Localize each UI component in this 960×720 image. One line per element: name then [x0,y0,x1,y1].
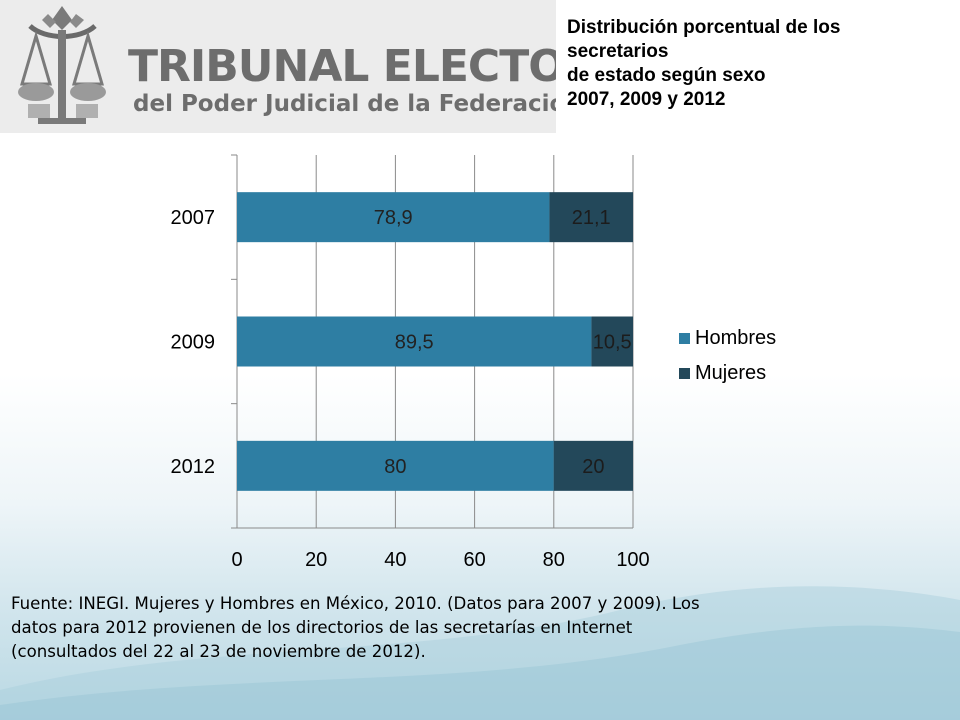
category-label: 2012 [171,456,216,478]
data-label: 78,9 [374,207,413,229]
tribunal-logo: TRIBUNAL ELECTORAL del Poder Judicial de… [0,0,556,133]
category-label: 2009 [171,332,216,354]
x-tick-label: 80 [543,549,565,571]
data-label: 80 [384,456,406,478]
bar-mujeres [553,440,633,491]
legend-swatch [679,368,690,379]
x-tick-label: 60 [463,549,485,571]
x-tick-label: 100 [616,549,649,571]
x-tick-label: 0 [231,549,242,571]
data-label: 20 [582,456,604,478]
bar-hombres [237,440,554,491]
title-line: Distribución porcentual de los [567,17,841,38]
x-tick-label: 40 [384,549,406,571]
title-line: secretarios [567,41,669,62]
logo-title: TRIBUNAL ELECTORAL [128,41,556,92]
data-label: 89,5 [395,332,434,354]
title-line: de estado según sexo [567,65,766,86]
legend-swatch [679,333,690,344]
x-tick-label: 20 [305,549,327,571]
bar-hombres [237,316,592,367]
scales-of-justice-icon [18,6,106,124]
legend-label: Hombres [695,327,776,349]
logo-subtitle: del Poder Judicial de la Federación [133,91,556,117]
title-line: 2007, 2009 y 2012 [567,89,726,110]
category-label: 2007 [171,207,216,229]
slide-title: Distribución porcentual de los secretari… [567,16,947,112]
legend-label: Mujeres [695,362,766,384]
data-label: 10,5 [593,332,632,354]
bar-hombres [237,192,550,243]
source-note: Fuente: INEGI. Mujeres y Hombres en Méxi… [11,594,700,661]
bar-mujeres [549,192,633,243]
bar-mujeres [591,316,633,367]
data-label: 21,1 [572,207,611,229]
